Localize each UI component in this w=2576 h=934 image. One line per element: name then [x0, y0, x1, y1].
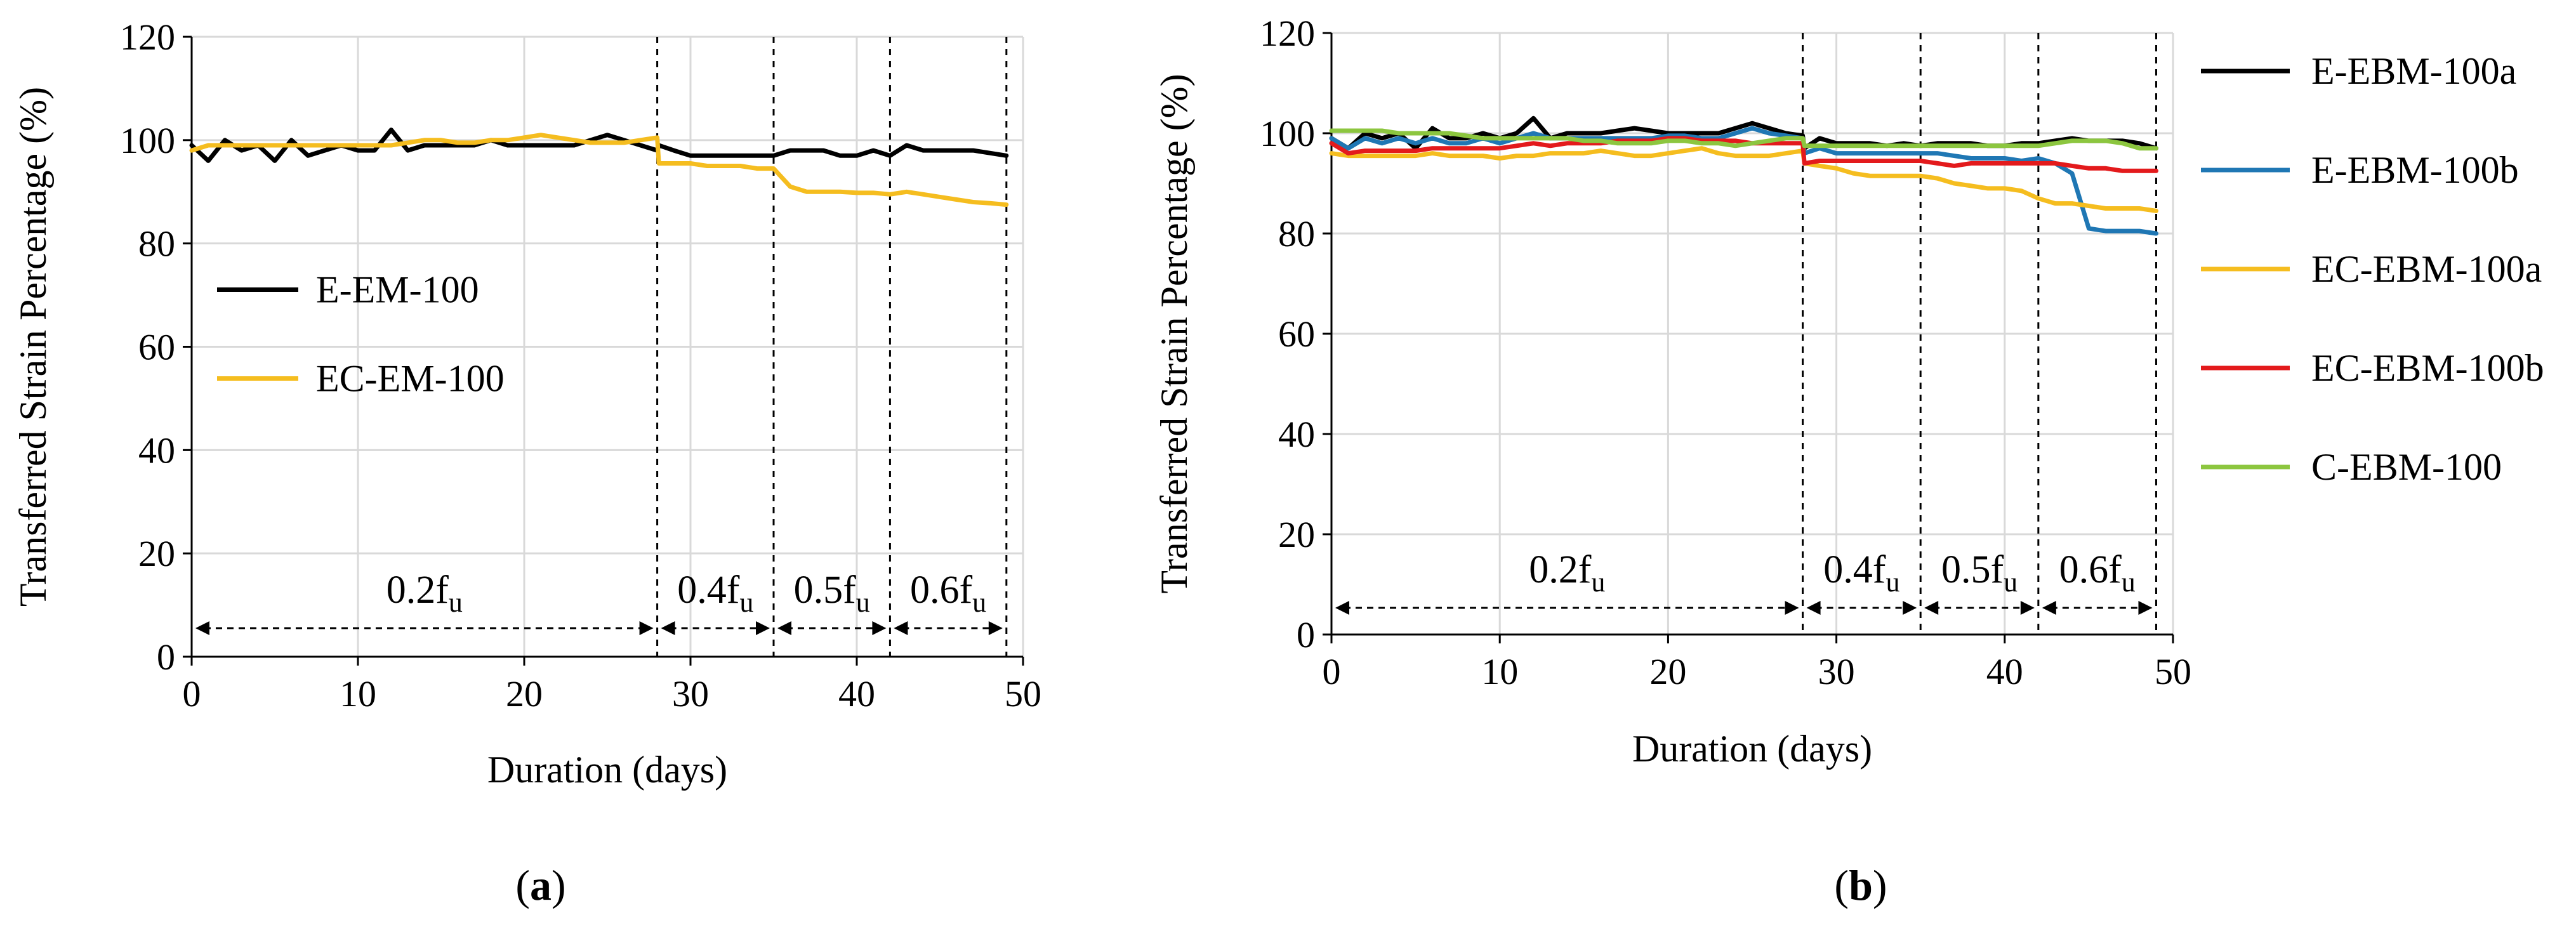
region-arrowhead-left	[1335, 601, 1349, 615]
y-axis-label: Transferred Strain Percentage (%)	[12, 87, 54, 607]
region-label: 0.6fu	[2059, 548, 2136, 598]
legend-label: EC-EM-100	[316, 358, 505, 400]
legend-label: C-EBM-100	[2311, 446, 2502, 488]
region-label: 0.5fu	[794, 569, 870, 618]
caption-paren-close: )	[552, 861, 566, 909]
y-tick-label: 40	[138, 430, 175, 471]
region-label-subscript: u	[739, 587, 753, 618]
x-axis-label: Duration (days)	[487, 749, 727, 791]
x-tick-label: 30	[672, 673, 709, 714]
region-label-main: 0.4f	[677, 569, 740, 612]
region-label-main: 0.2f	[386, 569, 449, 612]
region-arrowhead-right	[1785, 601, 1799, 615]
legend: E-EM-100 EC-EM-100	[217, 269, 505, 400]
series-line-c-ebm-100	[1329, 128, 2158, 151]
y-tick-label: 0	[157, 636, 175, 678]
x-tick-label: 0	[183, 673, 201, 714]
legend-label: EC-EBM-100b	[2311, 347, 2544, 389]
region-arrowhead-right	[639, 621, 654, 635]
region-label: 0.4fu	[1823, 548, 1899, 598]
legend-label: EC-EBM-100a	[2311, 248, 2542, 290]
x-axis-label: Duration (days)	[1632, 728, 1872, 770]
series-line-ec-em-100	[189, 133, 1009, 207]
region-label-subscript: u	[2122, 567, 2136, 598]
region-arrowhead-right	[2138, 601, 2153, 615]
y-tick-label: 80	[138, 223, 175, 265]
region-label-subscript: u	[449, 587, 463, 618]
x-tick-label: 0	[1323, 651, 1341, 692]
x-tick-label: 10	[340, 673, 376, 714]
x-tick-label: 40	[1986, 651, 2023, 692]
region-label-subscript: u	[972, 587, 986, 618]
chart-a: 0 20 40 60 80 100 120 0 10 20 30 40 50 Duration (days…	[12, 16, 1041, 909]
region-arrowhead-left	[2042, 601, 2056, 615]
x-tick-label: 30	[1818, 651, 1855, 692]
region-label: 0.2fu	[1529, 548, 1605, 598]
y-tick-label: 60	[1278, 313, 1315, 355]
caption-letter: b	[1849, 861, 1873, 909]
region-label-main: 0.2f	[1529, 548, 1592, 591]
y-tick-label: 120	[120, 16, 175, 58]
region-label-main: 0.6f	[910, 569, 973, 612]
region-label: 0.6fu	[910, 569, 986, 618]
subfigure-caption: (b)	[1834, 861, 1887, 909]
legend-label: E-EBM-100b	[2311, 149, 2519, 191]
region-label-subscript: u	[856, 587, 870, 618]
subfigure-caption: (a)	[515, 861, 565, 909]
y-tick-label: 80	[1278, 213, 1315, 254]
region-label-subscript: u	[1591, 567, 1605, 598]
y-tick-label: 60	[138, 327, 175, 368]
y-tick-label: 0	[1297, 614, 1315, 655]
x-tick-label: 20	[506, 673, 543, 714]
x-tick-label: 10	[1481, 651, 1518, 692]
y-tick-label: 100	[1260, 113, 1315, 154]
y-tick-label: 100	[120, 120, 175, 161]
x-tick-label: 50	[2155, 651, 2191, 692]
region-arrowhead-left	[661, 621, 675, 635]
caption-paren-open: (	[515, 861, 530, 909]
region-label: 0.5fu	[1941, 548, 2018, 598]
region-arrowhead-left	[195, 621, 209, 635]
region-label: 0.2fu	[386, 569, 463, 618]
legend-label: E-EM-100	[316, 269, 479, 311]
y-tick-label: 40	[1278, 414, 1315, 455]
caption-paren-open: (	[1834, 861, 1849, 909]
legend-label: E-EBM-100a	[2311, 50, 2516, 92]
region-arrowhead-right	[872, 621, 887, 635]
caption-letter: a	[530, 861, 552, 909]
region-arrowhead-left	[777, 621, 791, 635]
series-line-e-em-100	[189, 128, 1009, 163]
region-label-main: 0.6f	[2059, 548, 2122, 591]
region-arrowhead-right	[2020, 601, 2035, 615]
chart-b: 0 20 40 60 80 100 120 0 10 20 30 40 50 Duration (days…	[1153, 13, 2544, 909]
region-label-subscript: u	[2004, 567, 2018, 598]
region-label: 0.4fu	[677, 569, 753, 618]
y-tick-label: 120	[1260, 13, 1315, 54]
region-label-subscript: u	[1886, 567, 1899, 598]
region-label-main: 0.4f	[1823, 548, 1886, 591]
y-tick-label: 20	[138, 533, 175, 574]
x-tick-label: 20	[1649, 651, 1686, 692]
series-line-ec-ebm-100a	[1329, 146, 2158, 213]
legend: E-EBM-100a E-EBM-100b EC-EBM-100a EC-EBM-10…	[2201, 50, 2544, 488]
region-label-main: 0.5f	[1941, 548, 2004, 591]
x-tick-label: 40	[838, 673, 875, 714]
region-arrowhead-right	[1903, 601, 1917, 615]
region-label-main: 0.5f	[794, 569, 857, 612]
y-tick-label: 20	[1278, 514, 1315, 555]
region-arrowhead-left	[1806, 601, 1821, 615]
region-arrowhead-left	[894, 621, 908, 635]
region-arrowhead-right	[988, 621, 1003, 635]
region-arrowhead-left	[1924, 601, 1939, 615]
caption-paren-close: )	[1873, 861, 1887, 909]
series-line-e-ebm-100b	[1329, 126, 2158, 236]
y-axis-label: Transferred Strain Percentage (%)	[1153, 74, 1195, 593]
x-tick-label: 50	[1005, 673, 1041, 714]
region-arrowhead-right	[756, 621, 770, 635]
